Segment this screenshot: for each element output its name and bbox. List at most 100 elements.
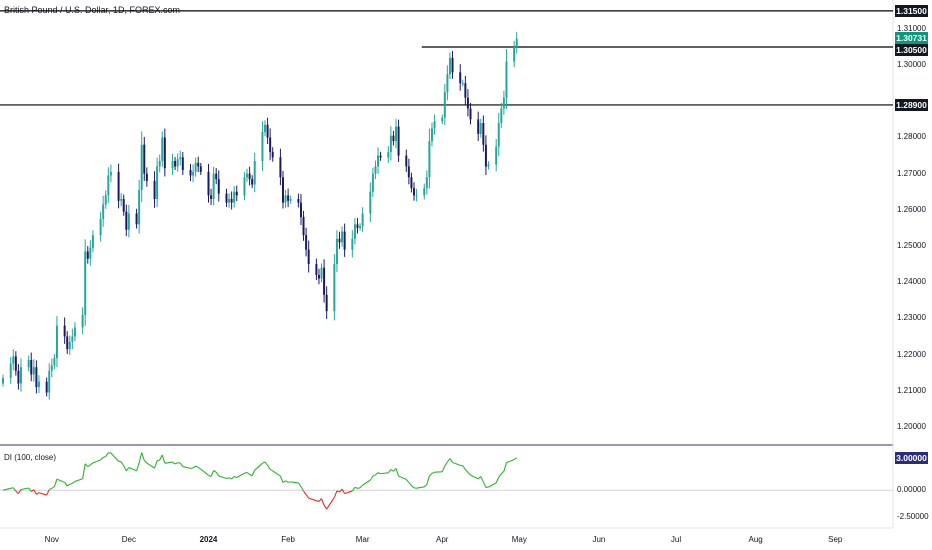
candle bbox=[68, 341, 71, 350]
di-line-segment bbox=[244, 472, 248, 474]
di-line-segment bbox=[236, 472, 245, 478]
candle bbox=[19, 367, 22, 384]
candle bbox=[161, 137, 164, 161]
candle bbox=[235, 191, 238, 196]
di-line-segment bbox=[38, 492, 47, 496]
candle bbox=[217, 179, 220, 194]
di-line-segment bbox=[143, 460, 148, 464]
di-line-segment bbox=[56, 478, 65, 483]
candle bbox=[361, 213, 364, 227]
di-line-segment bbox=[138, 452, 143, 463]
di-line-segment bbox=[498, 473, 502, 478]
candle bbox=[359, 226, 362, 228]
di-line-segment bbox=[110, 452, 119, 462]
candle bbox=[515, 38, 518, 48]
y-tick-label: 1.28000 bbox=[897, 132, 926, 142]
candle bbox=[117, 171, 120, 201]
candle bbox=[194, 162, 197, 172]
candle bbox=[163, 137, 166, 169]
di-line-segment bbox=[33, 489, 37, 495]
di-line-segment bbox=[154, 460, 158, 469]
di-line-segment bbox=[495, 477, 500, 484]
di-line-segment bbox=[87, 464, 91, 468]
candle bbox=[71, 336, 74, 342]
candle bbox=[269, 137, 272, 152]
candle bbox=[495, 146, 498, 165]
candle bbox=[271, 151, 274, 158]
candle bbox=[176, 159, 179, 167]
candle bbox=[127, 213, 130, 230]
di-line-segment bbox=[128, 466, 137, 472]
x-tick-label: Mar bbox=[355, 535, 370, 544]
candle bbox=[461, 83, 464, 85]
candle bbox=[135, 213, 138, 225]
candle bbox=[469, 108, 472, 120]
candle bbox=[53, 358, 56, 366]
di-line-segment bbox=[210, 470, 215, 477]
candle bbox=[73, 327, 76, 337]
candle bbox=[189, 170, 192, 176]
di-line-segment bbox=[446, 458, 451, 463]
candle bbox=[320, 267, 323, 279]
di-line-segment bbox=[197, 466, 202, 470]
candle bbox=[397, 126, 400, 156]
candle bbox=[89, 247, 92, 259]
di-line-segment bbox=[174, 462, 178, 465]
di-line-segment bbox=[254, 462, 263, 471]
di-line-segment bbox=[100, 457, 104, 461]
di-line-segment bbox=[12, 487, 17, 492]
candle bbox=[261, 132, 264, 161]
candle bbox=[466, 97, 469, 109]
candle bbox=[81, 314, 84, 328]
candle bbox=[171, 160, 174, 169]
di-line-segment bbox=[159, 454, 163, 461]
di-line-segment bbox=[282, 480, 286, 483]
di-line-segment bbox=[74, 478, 83, 482]
di-series bbox=[2, 452, 518, 510]
candle bbox=[297, 198, 300, 203]
candle bbox=[179, 157, 182, 160]
di-line-segment bbox=[336, 490, 340, 493]
candle bbox=[107, 175, 110, 196]
candle bbox=[317, 274, 320, 279]
di-line-segment bbox=[462, 465, 466, 470]
candle bbox=[37, 381, 40, 388]
candle bbox=[415, 195, 418, 197]
candle bbox=[140, 144, 143, 190]
x-tick-label: Jun bbox=[592, 535, 606, 544]
y-tick-label: 1.31000 bbox=[897, 23, 926, 33]
candle bbox=[335, 238, 338, 265]
candle bbox=[264, 124, 267, 133]
di-line-segment bbox=[467, 472, 471, 476]
candle bbox=[497, 123, 500, 147]
di-line-segment bbox=[269, 468, 274, 472]
di-line-segment bbox=[172, 461, 176, 465]
di-line-segment bbox=[15, 490, 19, 494]
di-line-segment bbox=[506, 459, 515, 464]
di-line-segment bbox=[408, 482, 412, 487]
di-line-segment bbox=[53, 478, 58, 487]
candle bbox=[156, 166, 159, 199]
candle bbox=[279, 157, 282, 178]
candle bbox=[387, 151, 390, 158]
di-line-segment bbox=[272, 470, 281, 477]
candle bbox=[48, 370, 51, 393]
candle bbox=[14, 356, 17, 371]
candle bbox=[500, 108, 503, 124]
candle bbox=[192, 171, 195, 176]
di-line-segment bbox=[228, 477, 232, 480]
candle bbox=[30, 359, 33, 375]
di-line-segment bbox=[369, 475, 374, 481]
di-line-segment bbox=[264, 461, 269, 466]
candle bbox=[446, 74, 449, 93]
di-line-segment bbox=[290, 481, 299, 484]
di-line-segment bbox=[441, 465, 446, 473]
di-line-segment bbox=[64, 482, 68, 487]
candle bbox=[410, 177, 413, 189]
candle bbox=[305, 235, 308, 250]
di-line-segment bbox=[321, 498, 325, 506]
candle bbox=[225, 193, 228, 203]
price-label: 1.28900 bbox=[895, 98, 928, 111]
candle bbox=[230, 198, 233, 203]
candle bbox=[251, 179, 254, 185]
